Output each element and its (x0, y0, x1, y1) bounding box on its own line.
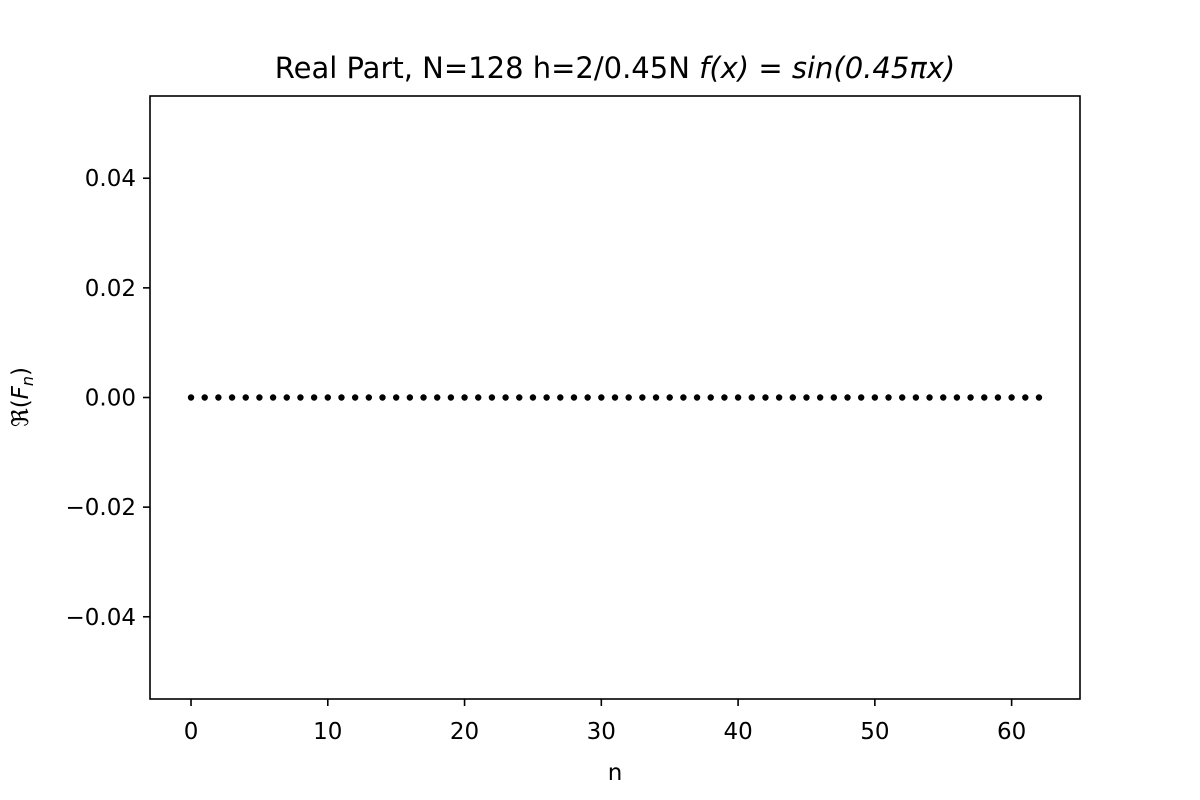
data-point (762, 394, 769, 401)
data-point (242, 394, 249, 401)
data-point (707, 394, 714, 401)
data-point (721, 394, 728, 401)
data-point (598, 394, 605, 401)
data-point (734, 394, 742, 401)
data-point (789, 394, 796, 401)
data-point (557, 394, 564, 401)
data-point (953, 394, 961, 401)
data-point (994, 394, 1002, 401)
data-point (297, 394, 304, 401)
x-tick-label: 50 (860, 719, 889, 745)
data-point (857, 394, 865, 401)
data-point (803, 394, 810, 401)
data-point (611, 394, 619, 401)
data-point (475, 394, 482, 401)
data-point (324, 394, 331, 401)
x-tick-label: 10 (313, 719, 342, 745)
data-point (912, 394, 920, 401)
x-axis-ticks: 0 10 20 30 40 50 60 (184, 699, 1026, 745)
y-tick-label: 0.04 (85, 166, 136, 192)
data-point (570, 394, 578, 401)
x-axis-label: n (608, 760, 623, 786)
y-axis-label: ℜ(Fn) (8, 367, 37, 427)
data-point (871, 394, 879, 401)
data-point (639, 394, 646, 401)
y-tick-label: 0.02 (85, 276, 136, 302)
data-point (310, 394, 318, 401)
data-point (269, 394, 277, 401)
data-point (666, 394, 673, 401)
y-tick-label: −0.02 (66, 495, 136, 521)
data-point (584, 394, 591, 401)
data-point (693, 394, 701, 401)
data-point (201, 394, 208, 401)
data-point (899, 394, 906, 401)
data-point (830, 394, 838, 401)
data-point (502, 394, 509, 401)
data-point (516, 394, 523, 401)
x-tick-label: 20 (450, 719, 479, 745)
data-point (379, 394, 386, 401)
data-point (461, 394, 468, 401)
data-point (447, 394, 455, 401)
data-point (488, 394, 496, 401)
data-point (228, 394, 236, 401)
data-point (1008, 394, 1015, 401)
data-point (256, 394, 263, 401)
data-point (652, 394, 660, 401)
data-point (420, 394, 427, 401)
data-point (680, 394, 687, 401)
x-tick-label: 30 (587, 719, 616, 745)
data-point (844, 394, 851, 401)
data-point (187, 394, 195, 401)
chart-title: Real Part, N=128 h=2/0.45N f(x) = sin(0.… (275, 51, 955, 85)
data-point (1022, 394, 1029, 401)
data-point (748, 394, 755, 401)
data-point (406, 394, 414, 401)
data-point (434, 394, 441, 401)
x-tick-label: 0 (184, 719, 199, 745)
chart-title-text: Real Part, N=128 h=2/0.45N (275, 51, 690, 85)
data-point (283, 394, 290, 401)
data-point (940, 394, 947, 401)
data-point (816, 394, 824, 401)
data-point (392, 394, 400, 401)
x-tick-label: 60 (997, 719, 1026, 745)
data-point (1035, 394, 1043, 401)
data-point (625, 394, 632, 401)
data-point (529, 394, 537, 401)
data-point (775, 394, 783, 401)
data-point (981, 394, 988, 401)
data-point (967, 394, 974, 401)
data-points (187, 394, 1043, 401)
data-point (338, 394, 345, 401)
data-point (885, 394, 892, 401)
chart-title-formula: f(x) = sin(0.45πx) (699, 51, 955, 85)
data-point (543, 394, 550, 401)
data-point (926, 394, 933, 401)
x-tick-label: 40 (723, 719, 752, 745)
data-point (351, 394, 359, 401)
data-point (365, 394, 373, 401)
y-axis-ticks: 0.04 0.02 0.00 −0.02 −0.04 (66, 166, 150, 631)
y-tick-label: −0.04 (66, 605, 136, 631)
y-tick-label: 0.00 (85, 386, 136, 412)
data-point (215, 394, 222, 401)
